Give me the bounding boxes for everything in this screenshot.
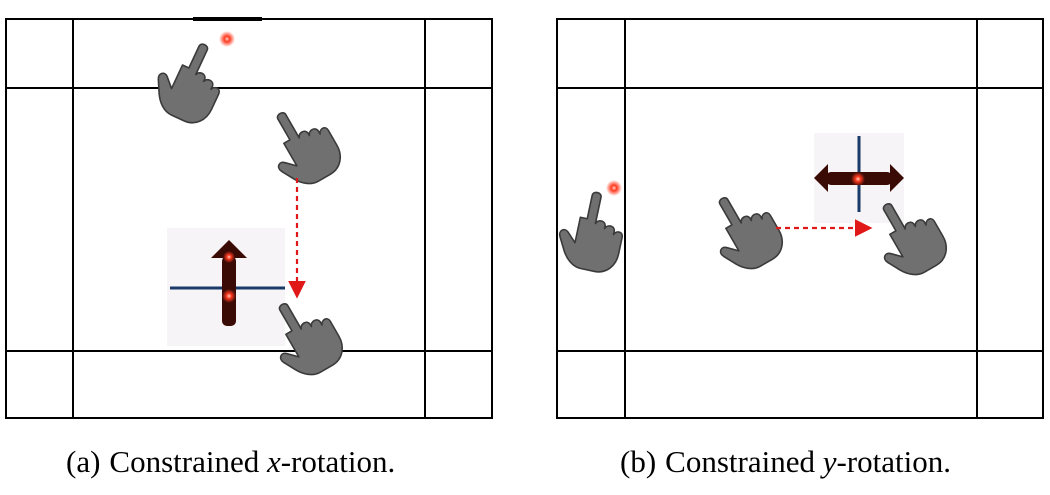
x-rotation-gizmo-icon — [167, 228, 285, 346]
touch-point-icon — [606, 180, 622, 196]
panel-b-frame — [556, 18, 1044, 419]
caption-a: (a) Constrained x-rotation. — [66, 442, 395, 482]
caption-a-label: (a) — [66, 444, 101, 479]
caption-a-text: Constrained — [109, 444, 267, 479]
panel-a-frame — [5, 18, 493, 419]
caption-b-axis: y — [822, 444, 837, 479]
caption-a-suffix: -rotation. — [280, 444, 396, 479]
touch-point-icon — [219, 31, 235, 47]
y-rotation-gizmo-icon — [814, 133, 904, 223]
caption-b: (b) Constrained y-rotation. — [620, 442, 951, 482]
caption-b-text: Constrained — [665, 444, 823, 479]
panel-b — [552, 18, 1044, 419]
panel-a — [5, 17, 493, 419]
caption-a-axis: x — [266, 444, 281, 479]
caption-b-label: (b) — [620, 444, 657, 479]
caption-b-suffix: -rotation. — [836, 444, 951, 479]
